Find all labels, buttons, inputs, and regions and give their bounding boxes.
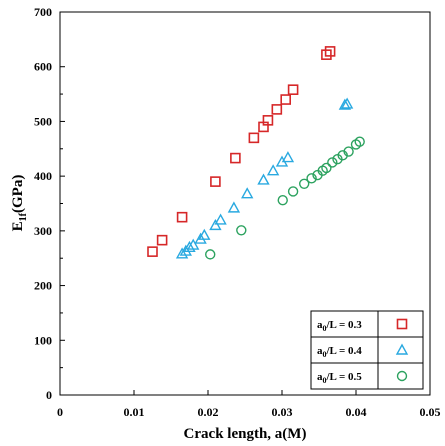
x-tick-label: 0 — [57, 405, 63, 419]
y-tick-label: 100 — [34, 333, 52, 347]
data-point-square — [271, 104, 283, 115]
data-point-triangle — [214, 213, 227, 225]
data-point-square — [248, 132, 260, 144]
data-point-triangle — [338, 98, 352, 110]
data-point-square — [147, 246, 158, 257]
y-tick-label: 300 — [34, 224, 52, 238]
data-point-circle — [327, 157, 338, 168]
data-point-square — [230, 152, 241, 164]
data-point-square — [262, 115, 274, 126]
data-point-circle — [321, 162, 332, 174]
svg-text:E1f(GPa): E1f(GPa) — [10, 175, 29, 232]
legend: a0/L = 0.3 a0/L = 0.4 a0/L = 0.5 — [310, 310, 424, 390]
series-2 — [175, 97, 354, 259]
x-axis-title: Crack length, a(M) — [184, 426, 307, 442]
y-tick-label: 200 — [34, 279, 52, 293]
legend-label: a0/L = 0.3 — [317, 319, 362, 333]
data-point-triangle — [227, 201, 241, 213]
y-tick-label: 600 — [34, 60, 52, 74]
data-point-circle — [236, 225, 247, 236]
data-point-circle — [306, 173, 317, 184]
data-point-square — [176, 211, 188, 223]
data-point-triangle — [209, 218, 222, 231]
y-axis-title: E1f(GPa) — [10, 175, 29, 232]
data-point-triangle — [241, 187, 254, 199]
data-point-circle — [205, 249, 216, 260]
x-tick-label: 0.02 — [198, 405, 219, 419]
series-1 — [147, 46, 336, 257]
y-tick-label: 0 — [46, 388, 52, 402]
y-axis-title-main: E — [10, 221, 26, 231]
data-point-square — [280, 94, 292, 105]
data-point-triangle — [175, 247, 189, 259]
x-tick-label: 0.03 — [272, 405, 293, 419]
y-tick-label: 700 — [34, 5, 52, 19]
y-axis-title-sub: 1f — [18, 212, 29, 221]
y-tick-label: 500 — [34, 114, 52, 128]
legend-marker-triangle — [395, 343, 409, 355]
data-point-circle — [354, 136, 365, 147]
data-point-square — [324, 46, 336, 57]
data-point-triangle — [187, 238, 200, 250]
x-tick-label: 0.01 — [124, 405, 145, 419]
legend-marker-square — [396, 318, 408, 330]
legend-marker-circle — [396, 370, 408, 382]
y-axis: 0 100 200 300 400 500 600 700 — [34, 5, 65, 402]
data-point-triangle — [198, 228, 211, 240]
legend-label: a0/L = 0.4 — [317, 345, 362, 359]
data-point-triangle — [183, 240, 196, 252]
series-layer — [147, 46, 365, 260]
data-point-circle — [343, 146, 354, 157]
x-tick-label: 0.05 — [420, 405, 441, 419]
data-point-square — [287, 84, 299, 95]
data-point-triangle — [257, 173, 270, 185]
data-point-circle — [277, 195, 288, 206]
data-point-triangle — [340, 97, 354, 109]
x-tick-label: 0.04 — [346, 405, 367, 419]
x-axis: 0 0.01 0.02 0.03 0.04 0.05 — [57, 390, 441, 419]
data-point-circle — [287, 186, 299, 197]
data-point-square — [156, 234, 168, 246]
data-point-square — [210, 176, 221, 187]
data-point-circle — [299, 178, 310, 190]
legend-label: a0/L = 0.5 — [317, 371, 362, 385]
data-point-triangle — [281, 151, 295, 163]
series-3 — [205, 136, 365, 260]
y-axis-title-rest: (GPa) — [10, 175, 26, 213]
y-tick-label: 400 — [34, 169, 52, 183]
data-point-triangle — [266, 164, 280, 176]
